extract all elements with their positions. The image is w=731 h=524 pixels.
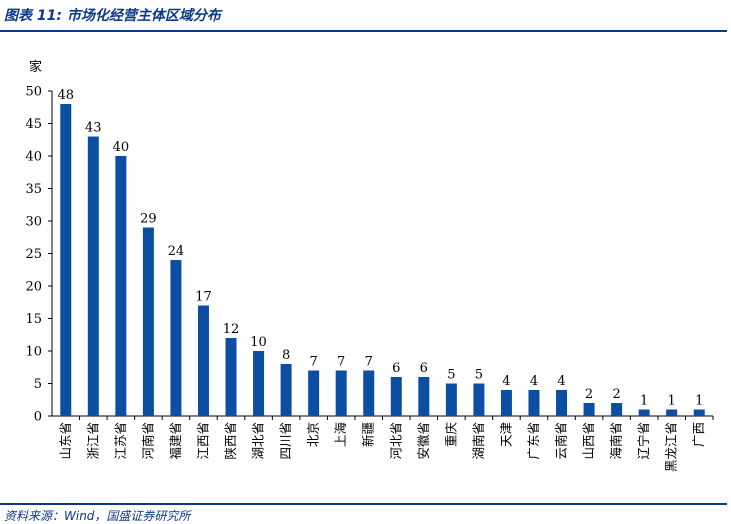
bar	[611, 403, 623, 416]
bar-value-label: 6	[392, 361, 400, 376]
chart-category-labels: 山东省 浙江省 江苏省 河南省 福建省 江西省 陕西省 湖北省 四川省 北京 上海 新疆 河北省 安徽省重…	[58, 422, 706, 473]
category-label: 福建省	[168, 422, 183, 460]
category-label: 重庆	[443, 422, 458, 448]
bar	[583, 403, 595, 416]
footer-rule	[0, 503, 727, 505]
bar	[666, 409, 678, 416]
category-label: 上海	[333, 422, 348, 448]
chart-bars	[60, 104, 705, 416]
bar-value-label: 6	[420, 361, 428, 376]
category-label: 江西省	[195, 422, 210, 460]
category-label: 广东省	[526, 422, 541, 460]
bar-value-label: 24	[168, 244, 185, 259]
bar-value-label: 5	[447, 368, 455, 383]
bar-value-label: 48	[57, 88, 74, 103]
y-tick-label: 45	[25, 117, 42, 132]
category-label: 山西省	[581, 422, 596, 460]
bar	[308, 370, 320, 416]
bar-value-label: 7	[365, 355, 373, 370]
y-unit-label: 家	[29, 59, 42, 75]
bar-value-label: 1	[695, 394, 703, 409]
bar	[556, 390, 568, 416]
category-label: 天津	[498, 422, 513, 447]
header-rule	[0, 30, 727, 32]
bar	[335, 370, 347, 416]
category-label: 黑龙江省	[664, 422, 679, 472]
category-label: 陕西省	[223, 422, 238, 460]
y-tick-label: 50	[25, 85, 42, 100]
category-label: 河北省	[388, 422, 403, 460]
bar-value-label: 17	[195, 290, 212, 305]
bar	[418, 377, 430, 416]
bar-value-label: 10	[250, 335, 267, 350]
bar-value-label: 1	[668, 394, 676, 409]
category-label: 安徽省	[416, 422, 431, 460]
bar-value-label: 7	[310, 355, 318, 370]
y-tick-label: 25	[25, 247, 42, 262]
bar-value-label: 4	[530, 374, 538, 389]
bar	[363, 370, 375, 416]
chart-data-labels: 48 43 40 29 24 17 12 10 8 7 7 7 6 6 5 5 4 4 4 2 2 1 1 1	[57, 88, 703, 409]
bar	[170, 260, 182, 416]
category-label: 湖南省	[471, 422, 486, 460]
bar-value-label: 29	[140, 212, 157, 227]
y-tick-label: 40	[25, 150, 42, 165]
y-tick-label: 30	[25, 215, 42, 230]
bar	[115, 156, 127, 416]
category-label: 新疆	[361, 422, 376, 447]
figure-source: 资料来源：Wind，国盛证券研究所	[4, 509, 191, 523]
bar	[638, 409, 650, 416]
category-label: 辽宁省	[636, 422, 651, 460]
category-label: 北京	[306, 422, 321, 447]
category-label: 云南省	[554, 422, 569, 460]
category-label: 广西	[691, 422, 706, 447]
category-label: 山东省	[58, 422, 73, 460]
y-tick-label: 35	[25, 182, 42, 197]
y-tick-label: 5	[34, 377, 42, 392]
category-label: 河南省	[140, 422, 155, 460]
bar	[473, 383, 485, 416]
category-label: 海南省	[609, 422, 624, 460]
bar-value-label: 8	[282, 348, 290, 363]
bar-value-label: 2	[612, 387, 620, 402]
bar	[87, 136, 99, 416]
bar-value-label: 1	[640, 394, 648, 409]
bar-value-label: 2	[585, 387, 593, 402]
bar	[60, 104, 72, 416]
y-tick-label: 15	[25, 312, 42, 327]
bar-value-label: 4	[557, 374, 565, 389]
bar	[280, 364, 292, 416]
category-label: 湖北省	[251, 422, 266, 460]
bar	[445, 383, 457, 416]
y-tick-label: 10	[25, 345, 42, 360]
bar	[197, 305, 209, 416]
category-label: 浙江省	[85, 422, 100, 460]
bar-value-label: 7	[337, 355, 345, 370]
y-tick-label: 0	[34, 410, 42, 425]
bar	[390, 377, 402, 416]
category-label: 江苏省	[113, 422, 128, 460]
bar-value-label: 40	[113, 140, 130, 155]
y-tick-label: 20	[25, 280, 42, 295]
bar	[693, 409, 705, 416]
bar	[500, 390, 512, 416]
bar-value-label: 5	[475, 368, 483, 383]
bar-value-label: 12	[223, 322, 240, 337]
bar	[142, 227, 154, 416]
figure-title: 图表 11: 市场化经营主体区域分布	[4, 8, 221, 24]
figure-header: 图表 11: 市场化经营主体区域分布	[0, 0, 731, 32]
bar	[253, 351, 265, 416]
bar	[528, 390, 540, 416]
bar	[225, 338, 237, 416]
bar-value-label: 4	[502, 374, 510, 389]
bar-value-label: 43	[85, 121, 102, 136]
category-label: 四川省	[278, 422, 293, 460]
